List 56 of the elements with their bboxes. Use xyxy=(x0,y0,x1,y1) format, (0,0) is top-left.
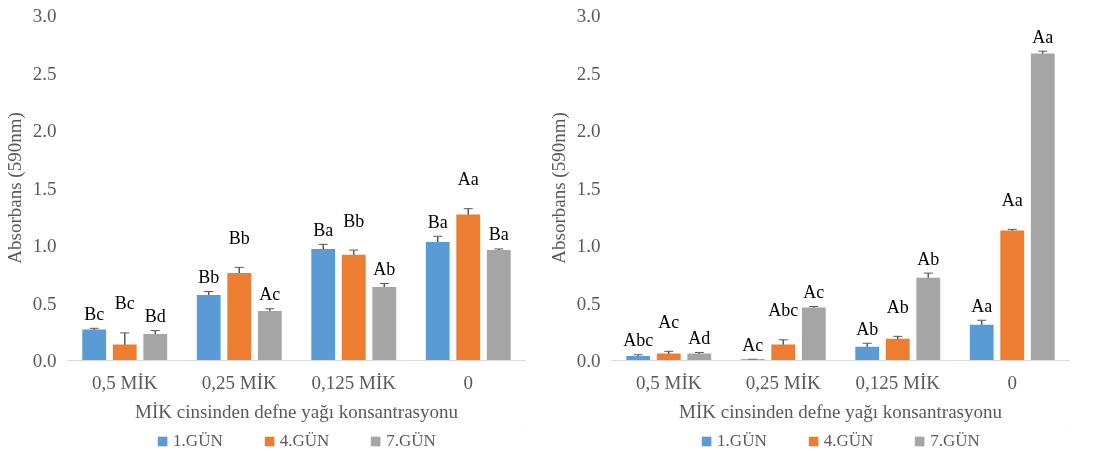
data-label: Bb xyxy=(228,227,250,248)
x-tick-label: 0 xyxy=(463,371,473,393)
y-tick-label: 1.0 xyxy=(32,235,57,256)
data-label: Ab xyxy=(917,248,940,269)
y-tick-label: 1.5 xyxy=(32,177,57,199)
legend-label: 7.GÜN xyxy=(930,431,980,451)
x-tick-label: 0,25 MİK xyxy=(745,371,821,393)
data-label: Ab xyxy=(886,296,909,317)
data-label: Ab xyxy=(856,318,879,339)
y-tick-label: 1.5 xyxy=(576,177,601,199)
legend-label: 7.GÜN xyxy=(386,431,436,451)
legend-label: 4.GÜN xyxy=(823,431,874,451)
data-label: Bd xyxy=(144,306,166,326)
data-label: Ba xyxy=(427,211,448,232)
x-axis-title: MİK cinsinden defne yağı konsantrasyonu xyxy=(135,400,459,422)
data-label: Ac xyxy=(742,334,764,355)
data-label: Abc xyxy=(623,330,654,351)
y-tick-label: 2.0 xyxy=(576,120,601,141)
x-tick-label: 0,125 MİK xyxy=(855,371,941,393)
data-label: Bc xyxy=(114,293,135,314)
data-label: Aa xyxy=(1032,26,1054,47)
y-axis-title: Absorbans (590nm) xyxy=(3,112,26,264)
data-label: Bc xyxy=(84,303,105,324)
y-tick-label: 2.5 xyxy=(576,62,601,84)
data-label: Ad xyxy=(688,327,711,348)
y-tick-label: 2.0 xyxy=(32,120,57,141)
data-label: Aa xyxy=(1001,189,1023,210)
data-label: Bb xyxy=(198,266,220,287)
y-tick-label: 3.0 xyxy=(32,5,57,26)
x-tick-label: 0,5 MİK xyxy=(636,371,702,393)
data-label: Ac xyxy=(803,281,825,302)
y-tick-label: 0.5 xyxy=(32,292,57,314)
legend-label: 1.GÜN xyxy=(173,431,223,451)
data-label: Ab xyxy=(373,258,396,279)
y-axis-title: Absorbans (590nm) xyxy=(547,112,570,264)
data-label: Ac xyxy=(658,311,680,332)
x-tick-label: 0,5 MİK xyxy=(92,371,158,393)
data-label: Bb xyxy=(343,210,365,231)
y-tick-label: 3.0 xyxy=(576,5,601,26)
x-tick-label: 0,25 MİK xyxy=(201,371,277,393)
data-label: Aa xyxy=(971,295,993,316)
y-tick-label: 0.0 xyxy=(576,350,601,371)
data-label: Ba xyxy=(313,219,334,240)
y-tick-label: 0.0 xyxy=(32,350,57,371)
y-tick-label: 2.5 xyxy=(32,62,57,84)
y-tick-label: 1.0 xyxy=(576,235,601,256)
legend-label: 4.GÜN xyxy=(279,431,330,451)
x-tick-label: 0 xyxy=(1007,371,1017,393)
legend-label: 1.GÜN xyxy=(717,431,767,451)
data-label: Ac xyxy=(259,284,281,305)
y-tick-label: 0.5 xyxy=(576,292,601,314)
data-label: Aa xyxy=(457,169,479,190)
x-axis-title: MİK cinsinden defne yağı konsantrasyonu xyxy=(679,400,1003,422)
data-label: Abc xyxy=(768,300,799,321)
x-tick-label: 0,125 MİK xyxy=(311,371,397,393)
data-label: Ba xyxy=(488,224,509,245)
